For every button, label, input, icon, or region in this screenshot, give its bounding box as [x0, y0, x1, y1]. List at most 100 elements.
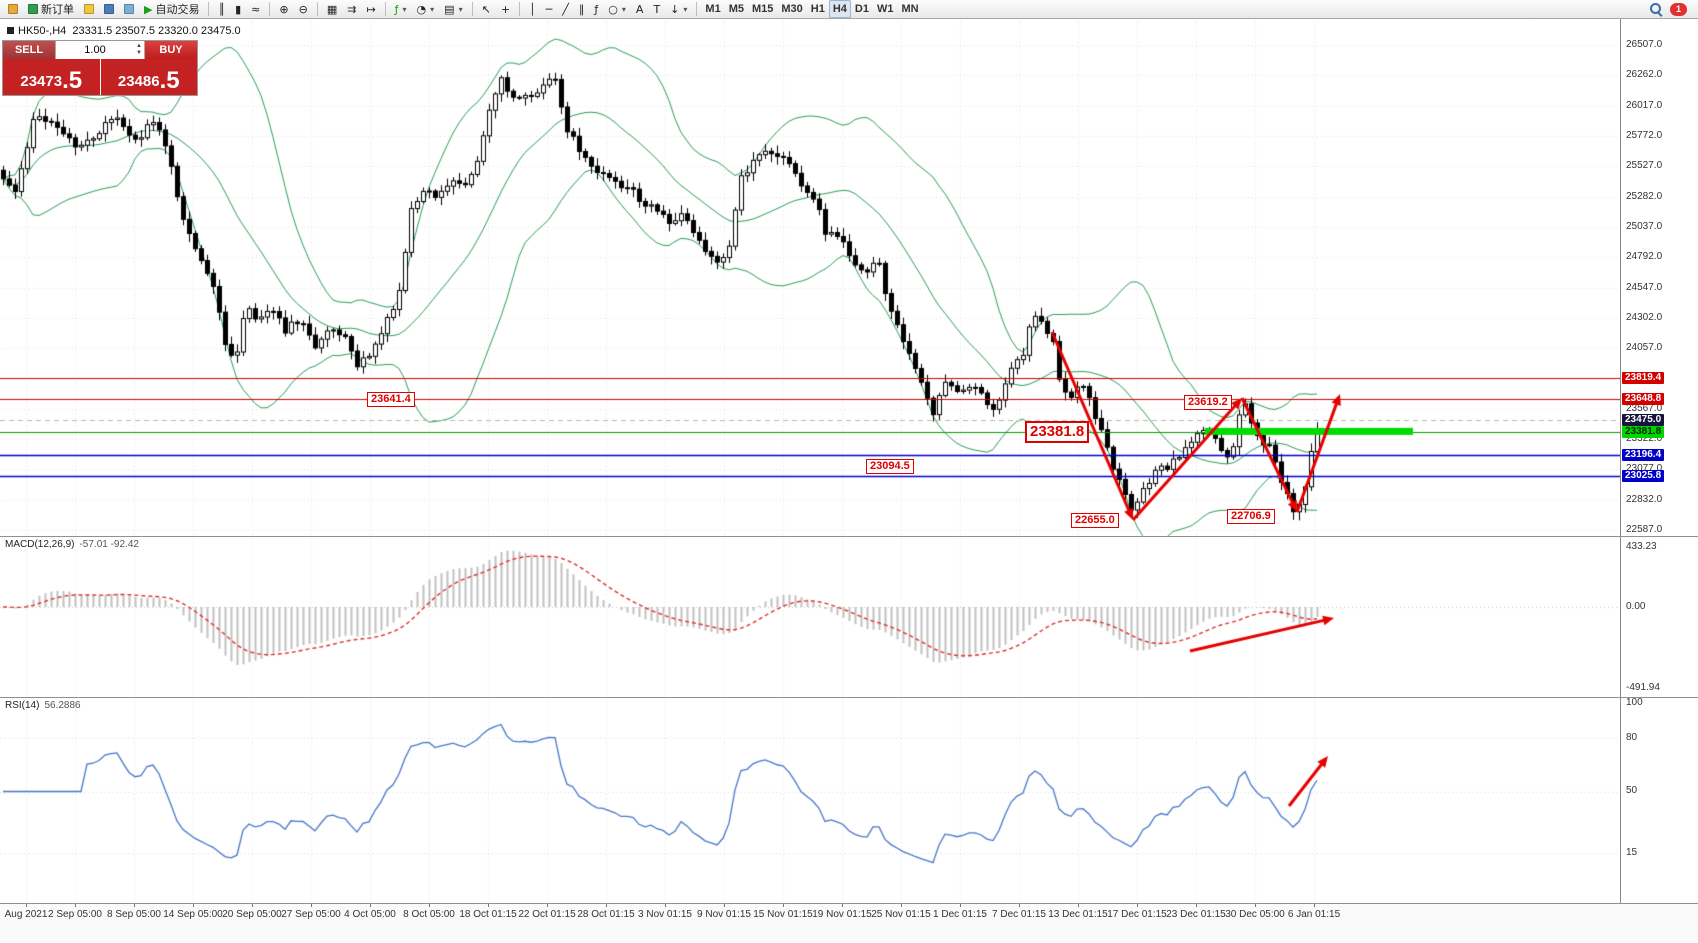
tf-m1-button[interactable]: M1 [701, 0, 724, 18]
price-callout-label[interactable]: 22706.9 [1227, 509, 1275, 524]
price-callout-label[interactable]: 22655.0 [1071, 513, 1119, 528]
shapes-button[interactable]: ○ ▾ [603, 0, 631, 18]
periods-dropdown-icon[interactable]: ▾ [430, 4, 435, 14]
price-axis-tick: 25772.0 [1626, 129, 1663, 141]
cursor-glyph-icon: ↖ [481, 2, 491, 16]
buy-price-main: 23486 [117, 73, 160, 90]
periods-button[interactable]: ◔ ▾ [412, 0, 440, 18]
cursor-button[interactable]: ↖ [477, 0, 496, 18]
vertical-line-button[interactable]: │ [524, 0, 541, 18]
tile-windows-button[interactable]: ▦ [322, 0, 342, 18]
time-axis-tick [960, 904, 961, 907]
time-axis-tick [547, 904, 548, 907]
trendline-glyph-icon: ╱ [562, 2, 569, 16]
chart-shift-button[interactable]: ↦ [361, 0, 380, 18]
price-callout-label[interactable]: 23619.2 [1184, 395, 1232, 410]
price-level-badge: 23819.4 [1622, 371, 1665, 384]
autotrading-button[interactable]: ▶ 自动交易 [139, 0, 204, 18]
tf-mn-button-label: MN [901, 3, 919, 15]
sell-price-button[interactable]: 23473.5 [3, 59, 101, 95]
volume-spinner[interactable]: ▲ ▼ [136, 43, 142, 57]
indicators-glyph-icon: ƒ [394, 2, 399, 16]
buy-price-pip: .5 [159, 67, 180, 94]
arrows-button[interactable]: ↓ ▾ [665, 0, 692, 18]
fibonacci-button[interactable]: ƒ [589, 0, 603, 18]
price-callout-label[interactable]: 23381.8 [1025, 421, 1090, 443]
buy-button[interactable]: BUY [145, 41, 197, 59]
new-order-button[interactable]: 新订单 [23, 0, 79, 18]
chart-canvas[interactable] [0, 18, 1620, 903]
time-axis-tick [1078, 904, 1079, 907]
search-icon[interactable] [1650, 2, 1663, 16]
time-axis-label: 28 Oct 01:15 [577, 909, 635, 920]
text-button[interactable]: A [631, 0, 649, 18]
horizontal-line-button[interactable]: ─ [541, 0, 558, 18]
toolbar-separator [384, 2, 386, 16]
indicators-dropdown-icon[interactable]: ▾ [402, 4, 407, 14]
tf-h1-button[interactable]: H1 [807, 0, 829, 18]
price-level-badge: 23475.0 [1622, 414, 1665, 427]
macd-panel-separator[interactable] [0, 536, 1698, 537]
channel-button[interactable]: ∥ [574, 0, 590, 18]
time-axis-label: 8 Oct 05:00 [403, 909, 455, 920]
line-chart-button[interactable]: ≈ [246, 0, 265, 18]
price-axis-tick: 24302.0 [1626, 311, 1663, 323]
volume-input[interactable] [56, 43, 144, 57]
tf-h4-button[interactable]: H4 [828, 0, 851, 18]
tf-d1-button[interactable]: D1 [851, 0, 873, 18]
time-axis-label: 13 Dec 01:15 [1048, 909, 1108, 920]
buy-price-button[interactable]: 23486.5 [100, 59, 197, 95]
toolbar-separator [471, 2, 473, 16]
arrows-dropdown-icon[interactable]: ▾ [683, 4, 688, 14]
chart-window-icon[interactable] [3, 0, 23, 18]
indicators-button[interactable]: ƒ ▾ [390, 0, 412, 18]
tf-m5-button[interactable]: M5 [725, 0, 748, 18]
time-axis-label: 3 Nov 01:15 [638, 909, 692, 920]
time-axis[interactable]: Aug 2021 2 Sep 05:00 8 Sep 05:00 14 Sep 05:… [0, 904, 1698, 943]
rsi-axis-tick: 80 [1626, 732, 1638, 743]
rsi-panel-separator[interactable] [0, 697, 1698, 698]
auto-scroll-button[interactable]: ⇉ [342, 0, 361, 18]
spinner-up-icon[interactable]: ▲ [136, 43, 142, 49]
time-axis-label: 9 Nov 01:15 [697, 909, 751, 920]
tf-m30-button-label: M30 [781, 3, 803, 15]
time-axis-label: 20 Sep 05:00 [222, 909, 282, 920]
time-axis-separator [0, 903, 1698, 904]
crosshair-button[interactable]: + [496, 0, 515, 18]
tf-m30-button[interactable]: M30 [777, 0, 806, 18]
tf-w1-button[interactable]: W1 [873, 0, 898, 18]
toolbar-left: 新订单 ▶ 自动交易 ║ ▮ ≈ ⊕ ⊖ ▦ ⇉ ↦ ƒ ▾ ◔ ▾ ▤ ▾ ↖ + │ ─ ╱ ∥ ƒ ○ ▾ A T ↓ ▾ M1 M5 M… [3, 0, 923, 18]
trendline-button[interactable]: ╱ [557, 0, 574, 18]
spinner-down-icon[interactable]: ▼ [136, 50, 142, 56]
bar-chart-button[interactable]: ║ [213, 0, 230, 18]
time-axis-label: 2 Sep 05:00 [48, 909, 102, 920]
price-level-badge: 23196.4 [1622, 448, 1665, 461]
market-watch-icon[interactable] [99, 0, 119, 18]
notification-badge[interactable]: 1 [1670, 2, 1687, 16]
sell-button[interactable]: SELL [3, 41, 55, 59]
volume-field-wrap: ▲▼ [55, 41, 145, 59]
time-axis-tick [783, 904, 784, 907]
auto-scroll-glyph-icon: ⇉ [347, 2, 357, 16]
macd-indicator-label: MACD(12,26,9) -57.01 -92.42 [5, 539, 139, 550]
rsi-indicator-label: RSI(14) 56.2886 [5, 700, 81, 711]
templates-button[interactable]: ▤ ▾ [439, 0, 467, 18]
zoom-in-button[interactable]: ⊕ [274, 0, 293, 18]
terminal-icon[interactable] [119, 0, 139, 18]
shapes-dropdown-icon[interactable]: ▾ [621, 4, 626, 14]
templates-dropdown-icon[interactable]: ▾ [458, 4, 463, 14]
metaeditor-icon[interactable] [79, 0, 99, 18]
time-axis-label: 7 Dec 01:15 [992, 909, 1046, 920]
candlestick-chart-button[interactable]: ▮ [230, 0, 246, 18]
sell-price-main: 23473 [20, 73, 63, 90]
symbol-ohlc: 23331.5 23507.5 23320.0 23475.0 [72, 25, 241, 37]
zoom-out-button[interactable]: ⊖ [294, 0, 313, 18]
price-callout-label[interactable]: 23094.5 [866, 459, 914, 474]
price-axis-tick: 23322.0 [1626, 433, 1663, 445]
tf-mn-button[interactable]: MN [897, 0, 922, 18]
text-label-button[interactable]: T [648, 0, 665, 18]
time-axis-label: 25 Nov 01:15 [871, 909, 931, 920]
price-axis[interactable]: 26507.0 26262.0 26017.0 25772.0 25527.0 25282… [1620, 18, 1698, 903]
tf-m15-button[interactable]: M15 [748, 0, 777, 18]
price-callout-label[interactable]: 23641.4 [367, 392, 415, 407]
